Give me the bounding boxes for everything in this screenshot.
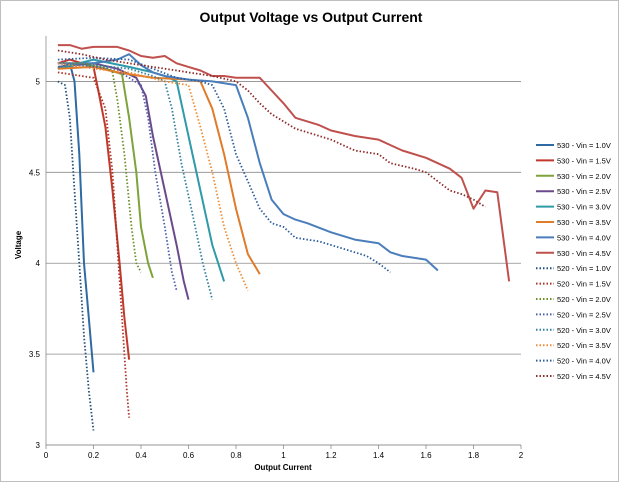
gridlines	[46, 81, 521, 446]
legend-label: 530 - Vin = 4.5V	[557, 249, 611, 258]
legend-label: 520 - Vin = 3.5V	[557, 341, 611, 350]
y-tick-label: 4	[36, 259, 41, 268]
legend-label: 520 - Vin = 3.0V	[557, 326, 611, 335]
x-tick-label: 1.8	[468, 451, 480, 460]
series-line-16	[57, 49, 486, 208]
x-tick-label: 1.4	[373, 451, 385, 460]
y-axis-title: Voltage	[14, 230, 23, 259]
x-tick-label: 0	[44, 451, 49, 460]
x-tick-label: 1.6	[420, 451, 432, 460]
series-lines	[57, 44, 511, 431]
series-line-6	[57, 65, 261, 275]
y-tick-label: 3	[36, 441, 41, 450]
legend-label: 530 - Vin = 2.0V	[557, 172, 611, 181]
y-tick-label: 5	[36, 77, 41, 86]
legend-label: 530 - Vin = 2.5V	[557, 187, 611, 196]
x-axis-title: Output Current	[254, 463, 312, 472]
x-tick-label: 0.6	[183, 451, 195, 460]
x-tick-label: 0.2	[88, 451, 100, 460]
axes: 3 3.5 4 4.5 5 0 0.2 0.4 0.6 0.8 1 1.2 1.4 1.6 1.8 2	[29, 36, 524, 460]
legend-label: 520 - Vin = 1.5V	[557, 280, 611, 289]
legend-label: 530 - Vin = 4.0V	[557, 233, 611, 242]
y-tick-label: 3.5	[29, 350, 41, 359]
legend-label: 520 - Vin = 4.0V	[557, 357, 611, 366]
legend-label: 530 - Vin = 3.5V	[557, 218, 611, 227]
y-tick-label: 4.5	[29, 168, 41, 177]
series-line-15	[57, 56, 391, 274]
series-line-8	[57, 44, 511, 282]
legend-label: 530 - Vin = 3.0V	[557, 203, 611, 212]
legend: 530 - Vin = 1.0V 530 - Vin = 1.5V 530 - Vi…	[536, 141, 611, 381]
series-line-13	[57, 64, 214, 300]
legend-label: 520 - Vin = 1.0V	[557, 264, 611, 273]
series-line-7	[57, 53, 439, 272]
series-line-14	[57, 62, 249, 291]
series-line-10	[57, 71, 130, 418]
series-line-3	[57, 62, 154, 279]
x-tick-label: 1.2	[325, 451, 337, 460]
legend-label: 520 - Vin = 2.0V	[557, 295, 611, 304]
legend-label: 530 - Vin = 1.5V	[557, 156, 611, 165]
legend-label: 530 - Vin = 1.0V	[557, 141, 611, 150]
x-tick-label: 0.8	[230, 451, 242, 460]
series-line-2	[57, 58, 131, 360]
legend-label: 520 - Vin = 2.5V	[557, 310, 611, 319]
x-tick-label: 1	[281, 451, 286, 460]
chart-title: Output Voltage vs Output Current	[200, 9, 423, 25]
series-line-9	[57, 80, 95, 431]
x-tick-label: 0.4	[135, 451, 147, 460]
legend-label: 520 - Vin = 4.5V	[557, 372, 611, 381]
x-tick-label: 2	[519, 451, 524, 460]
series-line-4	[57, 62, 190, 300]
